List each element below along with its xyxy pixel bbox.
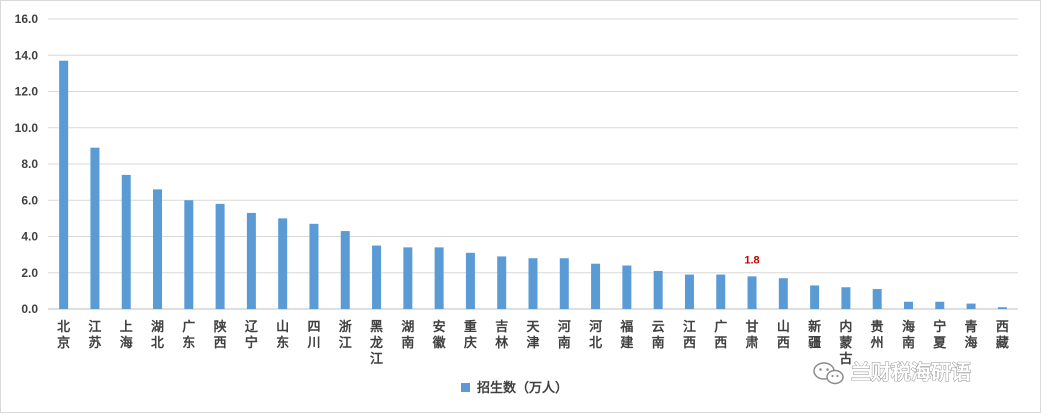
category-label: 河南 [558,319,571,351]
category-label: 四川 [306,320,320,351]
y-tick-label: 14.0 [15,48,39,62]
y-tick-label: 6.0 [21,193,38,207]
category-label: 江西 [683,319,696,351]
data-label: 1.8 [744,254,759,266]
category-label: 吉林 [495,320,508,351]
y-tick-label: 16.0 [15,12,39,26]
bar [59,60,69,309]
category-label: 黑龙江 [370,320,383,367]
category-label: 宁夏 [932,319,947,351]
wechat-icon [813,362,844,385]
bar [121,174,131,309]
bar [465,252,475,309]
category-label: 内蒙古 [839,319,852,367]
bar [903,301,913,309]
bar [184,200,194,309]
bar [684,274,694,309]
category-label: 安徽 [432,319,447,351]
category-label: 河北 [589,319,602,351]
y-tick-label: 4.0 [21,230,38,244]
y-tick-label: 12.0 [15,85,39,99]
category-label: 天津 [526,320,540,351]
category-label: 山西 [777,319,790,351]
bar [309,223,319,309]
category-label: 陕西 [214,319,228,351]
category-label: 广东 [182,319,195,351]
watermark-text: 兰财税海研语 [851,360,971,384]
bar [591,263,601,309]
bar [372,245,382,309]
bar [90,147,100,309]
gridlines [48,18,1018,274]
category-label: 海南 [902,319,915,351]
category-label: 浙江 [339,319,352,351]
category-label: 辽宁 [245,320,259,351]
bar [215,203,225,309]
category-label: 福建 [619,319,633,351]
bars [59,60,1007,309]
bar [622,265,632,309]
category-label: 湖北 [151,320,164,351]
bar [935,301,945,309]
y-tick-label: 0.0 [21,302,38,316]
bar [559,258,569,309]
category-label: 江苏 [88,319,101,351]
legend: 招生数（万人） [461,380,568,396]
category-label: 甘肃 [746,319,759,351]
category-label: 北京 [57,320,70,351]
bar [278,218,288,309]
category-label: 贵州 [870,319,884,351]
category-label: 湖南 [401,320,414,351]
bar [153,189,163,309]
watermark: 兰财税海研语 [813,360,971,385]
category-label: 新疆 [808,319,821,351]
category-label: 云南 [652,320,665,351]
bar [434,247,444,309]
category-label: 上海 [120,320,133,351]
category-label: 山东 [276,319,289,351]
category-label: 重庆 [463,319,477,351]
bar [340,231,350,309]
bar [841,287,851,309]
y-axis-ticks: 0.0 2.0 4.0 6.0 8.0 10.0 12.0 14.0 16.0 [15,12,39,316]
bar [497,256,507,309]
bar [246,212,256,309]
bar [966,303,976,309]
bar [778,278,788,309]
category-label: 西藏 [996,320,1009,351]
bar [810,285,820,309]
y-tick-label: 2.0 [21,266,38,280]
legend-label: 招生数（万人） [477,380,568,396]
bar [747,276,757,309]
bar [872,289,882,309]
annotations: 1.8 [744,254,759,266]
bar [403,247,413,309]
bar [528,258,538,309]
y-tick-label: 10.0 [15,121,39,135]
category-label: 广西 [714,319,727,351]
y-tick-label: 8.0 [21,157,38,171]
bar [716,274,726,309]
bar [997,307,1007,309]
legend-swatch [461,383,470,392]
bar [653,270,663,309]
category-label: 青海 [965,319,978,351]
